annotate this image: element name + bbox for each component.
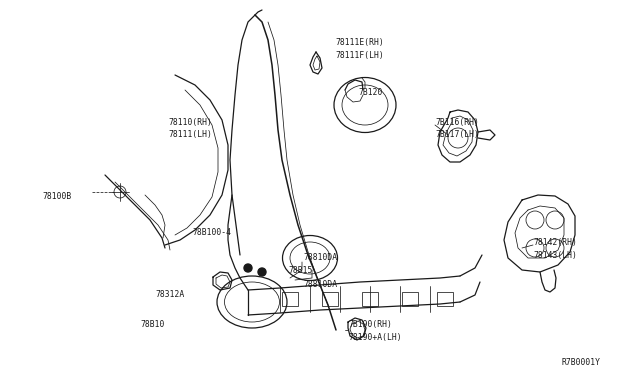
Text: 7B120: 7B120: [358, 88, 382, 97]
Text: 7B116(RH): 7B116(RH): [435, 118, 479, 127]
Bar: [362, 292, 378, 306]
Text: 78B15: 78B15: [288, 266, 312, 275]
Text: R7B0001Y: R7B0001Y: [561, 358, 600, 367]
Text: 7B190(RH): 7B190(RH): [348, 320, 392, 329]
Text: 78190+A(LH): 78190+A(LH): [348, 333, 402, 342]
Circle shape: [258, 268, 266, 276]
Text: 7B117(LH): 7B117(LH): [435, 130, 479, 139]
Text: 78B10: 78B10: [140, 320, 164, 329]
Text: 78810DA: 78810DA: [303, 280, 337, 289]
Bar: [402, 292, 418, 306]
Text: 78312A: 78312A: [155, 290, 184, 299]
Text: 78143(LH): 78143(LH): [533, 251, 577, 260]
Bar: [437, 292, 453, 306]
Text: 78111E(RH): 78111E(RH): [335, 38, 384, 47]
Text: 78810DA: 78810DA: [303, 253, 337, 262]
Text: 78142(RH): 78142(RH): [533, 238, 577, 247]
Circle shape: [244, 264, 252, 272]
Bar: [322, 292, 338, 306]
Text: 78100B: 78100B: [42, 192, 71, 201]
Bar: [282, 292, 298, 306]
Text: 78111(LH): 78111(LH): [168, 130, 212, 139]
Text: 78B100-4: 78B100-4: [192, 228, 231, 237]
Text: 78111F(LH): 78111F(LH): [335, 51, 384, 60]
Text: 78110(RH): 78110(RH): [168, 118, 212, 127]
